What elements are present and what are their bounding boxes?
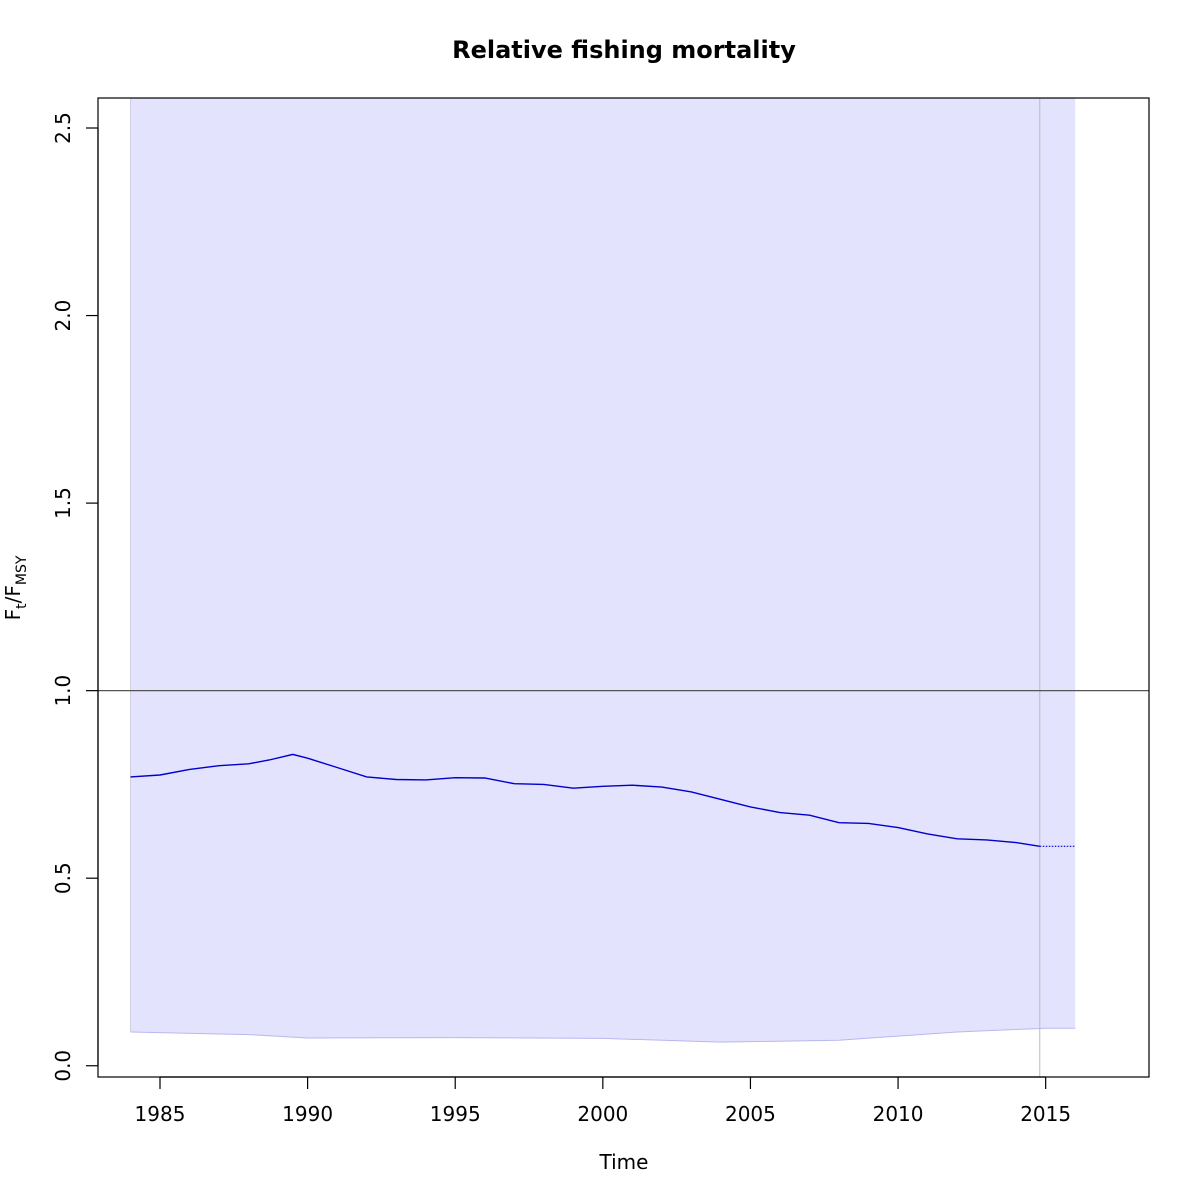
y-axis-label: Ft/FMSY [1,555,30,620]
y-axis: 0.0 0.5 1.0 1.5 2.0 2.5 [51,112,99,1082]
confidence-band [130,98,1076,1043]
y-tick-label: 1.0 [51,675,75,707]
x-tick-label: 2000 [577,1102,628,1126]
y-tick-label: 0.0 [51,1050,75,1082]
x-tick-label: 2005 [725,1102,776,1126]
x-tick-label: 1990 [282,1102,333,1126]
x-tick-label: 2015 [1020,1102,1071,1126]
x-axis: 1985 1990 1995 2000 2005 2010 2015 [135,1076,1071,1126]
series-line-estimate [130,753,1040,847]
x-axis-label: Time [599,1150,649,1174]
chart-title: Relative fishing mortality [452,36,796,64]
x-tick-label: 2010 [873,1102,924,1126]
confidence-band-lower-edge [130,1027,1076,1043]
y-tick-label: 0.5 [51,862,75,894]
x-tick-label: 1995 [430,1102,481,1126]
y-tick-label: 1.5 [51,487,75,519]
x-tick-label: 1985 [135,1102,186,1126]
y-tick-label: 2.0 [51,300,75,332]
y-tick-label: 2.5 [51,112,75,144]
plot-area [98,98,1149,1077]
